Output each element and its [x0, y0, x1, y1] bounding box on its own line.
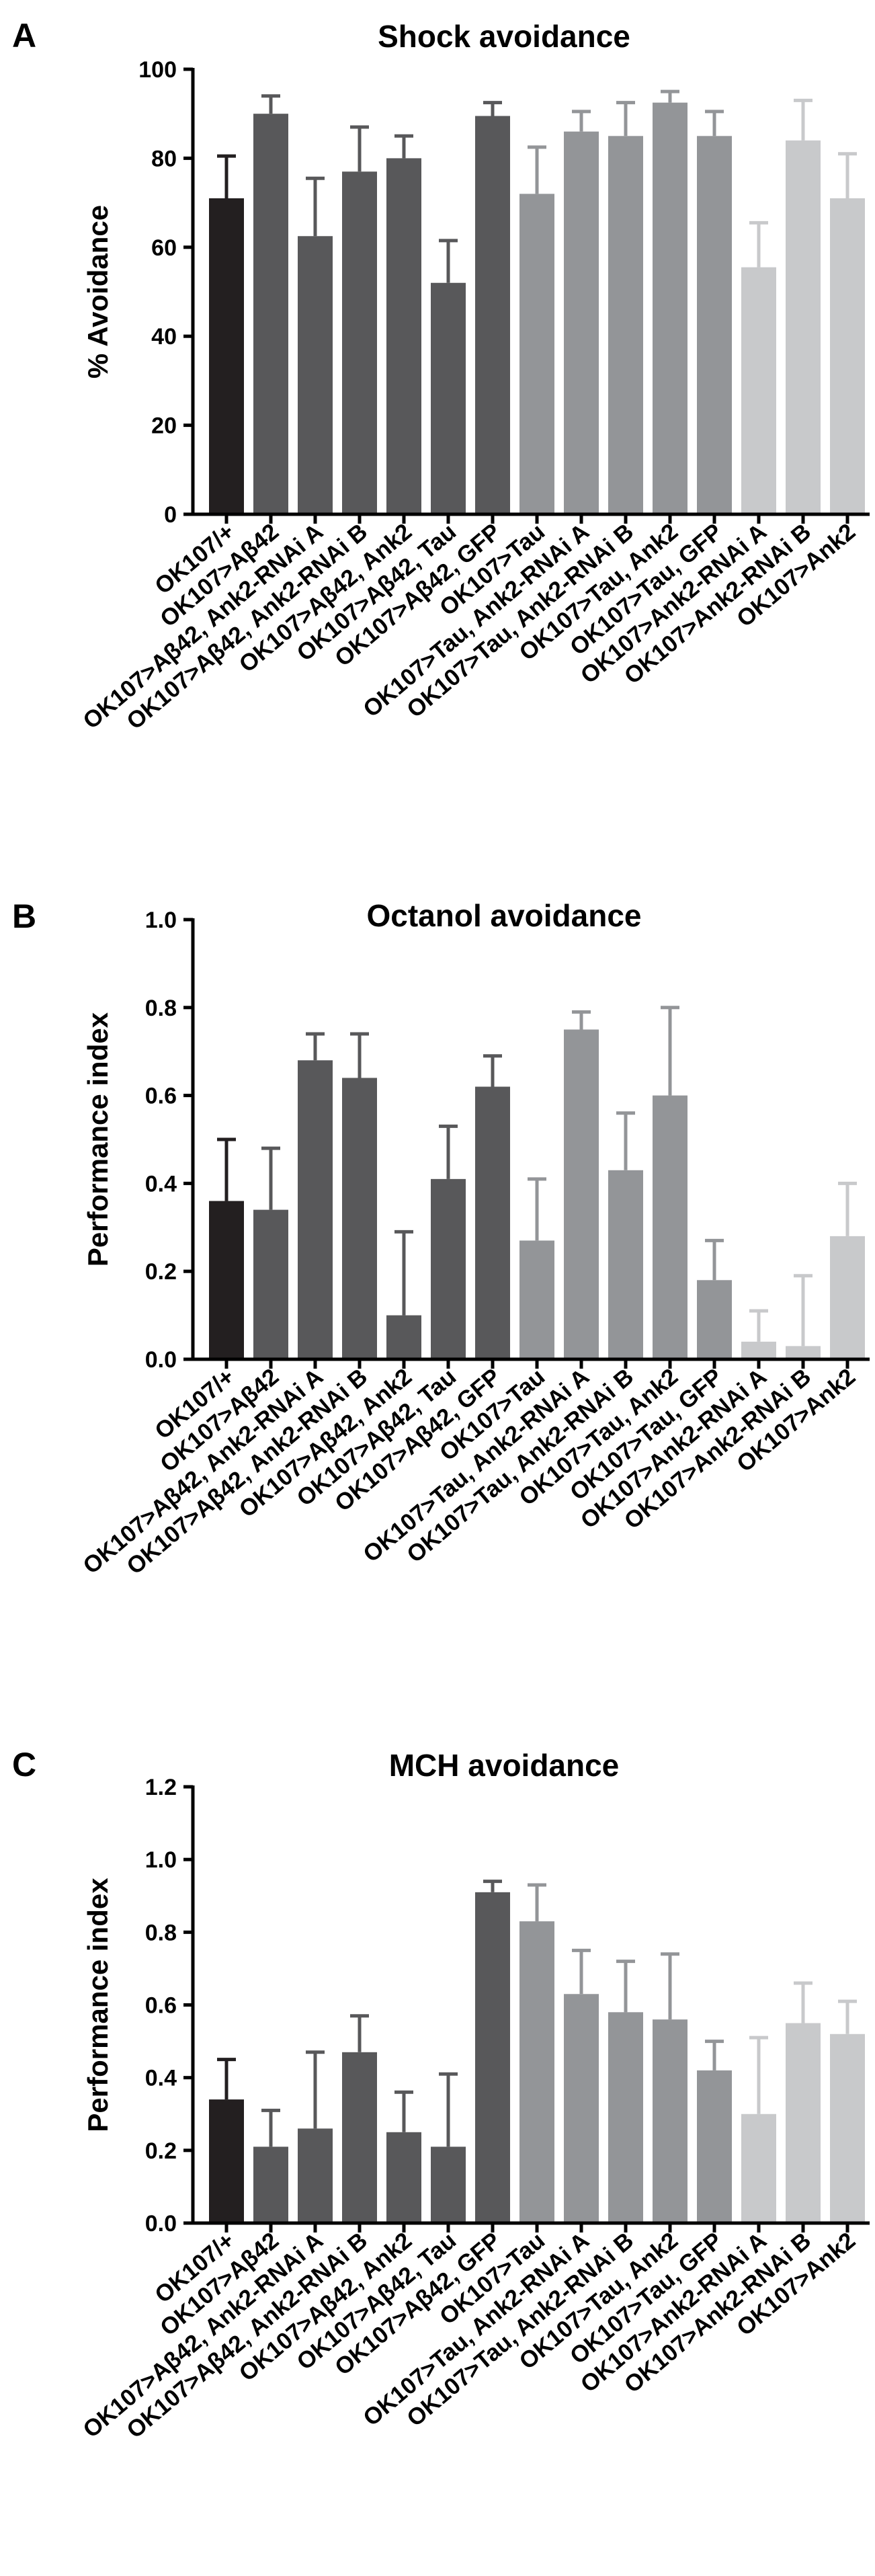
y-tick-label: 1.0	[145, 908, 177, 933]
bar	[608, 1170, 643, 1359]
bar	[786, 2023, 821, 2223]
bar	[519, 1240, 554, 1359]
bar	[741, 267, 776, 514]
y-axis-label: Performance index	[82, 1878, 114, 2132]
bar	[386, 158, 421, 514]
bar	[253, 114, 288, 514]
y-tick-label: 0.6	[145, 1993, 177, 2019]
bar	[475, 116, 510, 514]
y-tick-label: 60	[151, 235, 177, 261]
bar	[830, 198, 865, 514]
y-tick-label: 0.8	[145, 1920, 177, 1945]
y-axis-label: Performance index	[82, 1012, 114, 1266]
bar	[697, 2070, 732, 2223]
bar	[431, 282, 466, 514]
y-tick-label: 100	[138, 57, 177, 83]
bar	[253, 1209, 288, 1359]
y-tick-label: 0.0	[145, 1347, 177, 1373]
chart-title: MCH avoidance	[389, 1748, 620, 1783]
bar	[298, 2128, 333, 2223]
y-tick-label: 0	[164, 502, 177, 528]
chart-title: Octanol avoidance	[366, 898, 641, 933]
y-tick-label: 20	[151, 413, 177, 439]
bar	[298, 1060, 333, 1359]
y-axis-label: % Avoidance	[82, 205, 114, 378]
bar	[209, 1201, 244, 1359]
bar	[697, 136, 732, 515]
chart-title: Shock avoidance	[378, 19, 630, 54]
bar	[253, 2146, 288, 2223]
bar	[653, 2019, 688, 2223]
bar	[431, 2146, 466, 2223]
bar	[209, 2099, 244, 2223]
panel-letter: B	[12, 897, 36, 935]
bar	[386, 2132, 421, 2223]
bar	[386, 1315, 421, 1359]
bar	[653, 102, 688, 514]
bar	[519, 1921, 554, 2223]
bar	[519, 194, 554, 514]
bar	[697, 1280, 732, 1359]
bar	[475, 1892, 510, 2223]
bar	[298, 236, 333, 514]
bar	[209, 198, 244, 514]
bar	[786, 140, 821, 515]
bar	[786, 1346, 821, 1359]
bar	[564, 131, 599, 514]
y-tick-label: 0.2	[145, 2138, 177, 2164]
bar	[475, 1086, 510, 1359]
y-tick-label: 0.0	[145, 2211, 177, 2237]
bar	[342, 171, 377, 514]
bar	[830, 2034, 865, 2223]
bar	[564, 1029, 599, 1359]
panel-letter: A	[12, 17, 36, 54]
bar	[741, 1341, 776, 1359]
y-tick-label: 0.6	[145, 1084, 177, 1109]
y-tick-label: 1.0	[145, 1847, 177, 1873]
y-tick-label: 40	[151, 324, 177, 350]
bar	[342, 1078, 377, 1359]
y-tick-label: 0.8	[145, 996, 177, 1021]
bar	[342, 2052, 377, 2223]
bar	[564, 1994, 599, 2223]
bar	[653, 1095, 688, 1359]
bar	[741, 2114, 776, 2223]
bar	[431, 1178, 466, 1359]
y-tick-label: 0.4	[145, 2066, 177, 2091]
bar	[830, 1236, 865, 1359]
y-tick-label: 0.4	[145, 1171, 177, 1197]
bar	[608, 136, 643, 515]
y-tick-label: 1.2	[145, 1775, 177, 1800]
y-tick-label: 0.2	[145, 1259, 177, 1285]
bar	[608, 2012, 643, 2223]
y-tick-label: 80	[151, 146, 177, 171]
panel-letter: C	[12, 1746, 36, 1783]
